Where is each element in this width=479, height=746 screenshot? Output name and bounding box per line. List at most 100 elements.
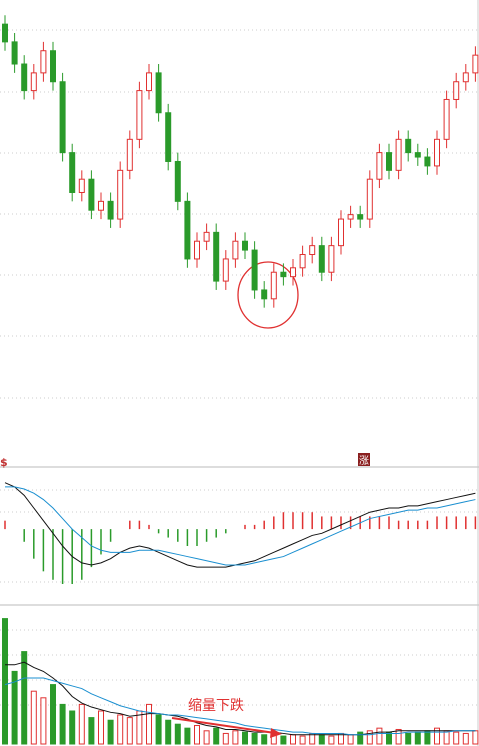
candle-body: [347, 214, 354, 220]
candle-body: [40, 50, 47, 74]
annotation-arrow: [171, 717, 276, 734]
volume-bar: [424, 730, 431, 745]
volume-bar: [78, 703, 85, 745]
candle-body: [290, 267, 296, 278]
volume-bar: [88, 717, 95, 745]
candle-body: [88, 178, 95, 211]
candle-body: [117, 169, 124, 220]
volume-bar: [472, 730, 479, 745]
volume-bar: [107, 719, 114, 745]
icon: 涨: [359, 455, 369, 467]
candle-body: [98, 200, 104, 211]
candle-body: [357, 214, 364, 220]
candle-body: [21, 63, 28, 92]
candle-body: [405, 138, 412, 154]
candle-body: [2, 23, 8, 43]
volume-bar: [222, 732, 229, 745]
candle-body: [11, 41, 18, 65]
candle-body: [434, 138, 440, 167]
candle-body: [59, 81, 66, 154]
volume-bar: [434, 727, 440, 745]
volume-bar: [165, 719, 172, 745]
candle-body: [146, 72, 152, 92]
volume-bar: [146, 703, 152, 745]
volume-bar: [242, 731, 248, 745]
candle-body: [78, 178, 85, 193]
price-grid: [0, 29, 479, 706]
candle-body: [50, 50, 56, 83]
candle-body: [155, 72, 162, 114]
icon-box: [358, 453, 370, 466]
candle-body: [318, 245, 325, 273]
candle-body: [443, 98, 450, 140]
indicator-line: [5, 661, 476, 736]
candle-body: [328, 245, 335, 273]
volume-bar: [299, 735, 306, 745]
candle-body: [203, 231, 210, 242]
volume-bar: [280, 735, 287, 745]
candle-body: [261, 289, 268, 300]
candle-body: [184, 200, 191, 260]
volume-bar: [405, 732, 412, 745]
volume-bar: [376, 727, 383, 745]
volume-bar: [50, 684, 56, 745]
indicator-line: [4, 677, 476, 736]
candle-body: [107, 200, 114, 220]
volume-bar: [30, 690, 37, 745]
volume-bar: [443, 730, 450, 745]
volume-bar: [414, 731, 421, 745]
volume-bar: [40, 697, 47, 745]
candle-body: [424, 156, 431, 167]
annotation: 缩量下跌: [188, 698, 244, 714]
candle-body: [280, 271, 287, 278]
volume-bar: [21, 651, 28, 745]
volume-bar: [117, 714, 124, 745]
candle-body: [174, 160, 181, 202]
arrow-head: [270, 728, 282, 738]
candle-body: [366, 178, 373, 220]
candle-body: [165, 112, 172, 162]
candle-body: [270, 271, 277, 300]
indicator-line: [4, 482, 476, 568]
volume-bar: [366, 730, 373, 745]
volume-bar: [251, 732, 258, 745]
candle-body: [136, 90, 143, 140]
volume-bar: [261, 734, 268, 745]
candle-body: [395, 138, 402, 171]
volume-bar: [98, 710, 104, 745]
volume-bar: [155, 714, 162, 745]
volume-bar: [184, 727, 191, 745]
candle-body: [251, 249, 258, 291]
candle-body: [414, 152, 421, 158]
indicator-line: [5, 486, 476, 566]
candle-body: [309, 245, 316, 256]
volume-bar: [174, 723, 181, 745]
candle-body: [472, 54, 479, 74]
volume-bar: [2, 618, 8, 745]
volume-bar: [318, 734, 325, 745]
candle-body: [126, 138, 133, 171]
volume-bar: [328, 735, 335, 745]
highlight-circle: [237, 261, 299, 329]
candle-body: [338, 218, 344, 247]
volume-bar: [203, 730, 210, 745]
candle-body: [232, 240, 239, 260]
candle-body: [453, 81, 460, 100]
volume-bar: [290, 734, 296, 745]
candle-body: [213, 231, 220, 282]
candle-body: [69, 152, 76, 193]
candle-body: [242, 240, 248, 251]
volume-bar: [69, 710, 76, 745]
volume-bar: [462, 732, 469, 745]
volume-bar: [194, 725, 200, 745]
volume-bar: [232, 730, 239, 745]
volume-bar: [126, 717, 133, 745]
candle-body: [299, 254, 306, 269]
volume-bar: [136, 710, 143, 745]
candle-body: [194, 240, 200, 260]
volume-bar: [213, 727, 220, 745]
volume-bar: [357, 731, 364, 745]
volume-bar: [59, 703, 66, 745]
candle-body: [222, 258, 229, 282]
